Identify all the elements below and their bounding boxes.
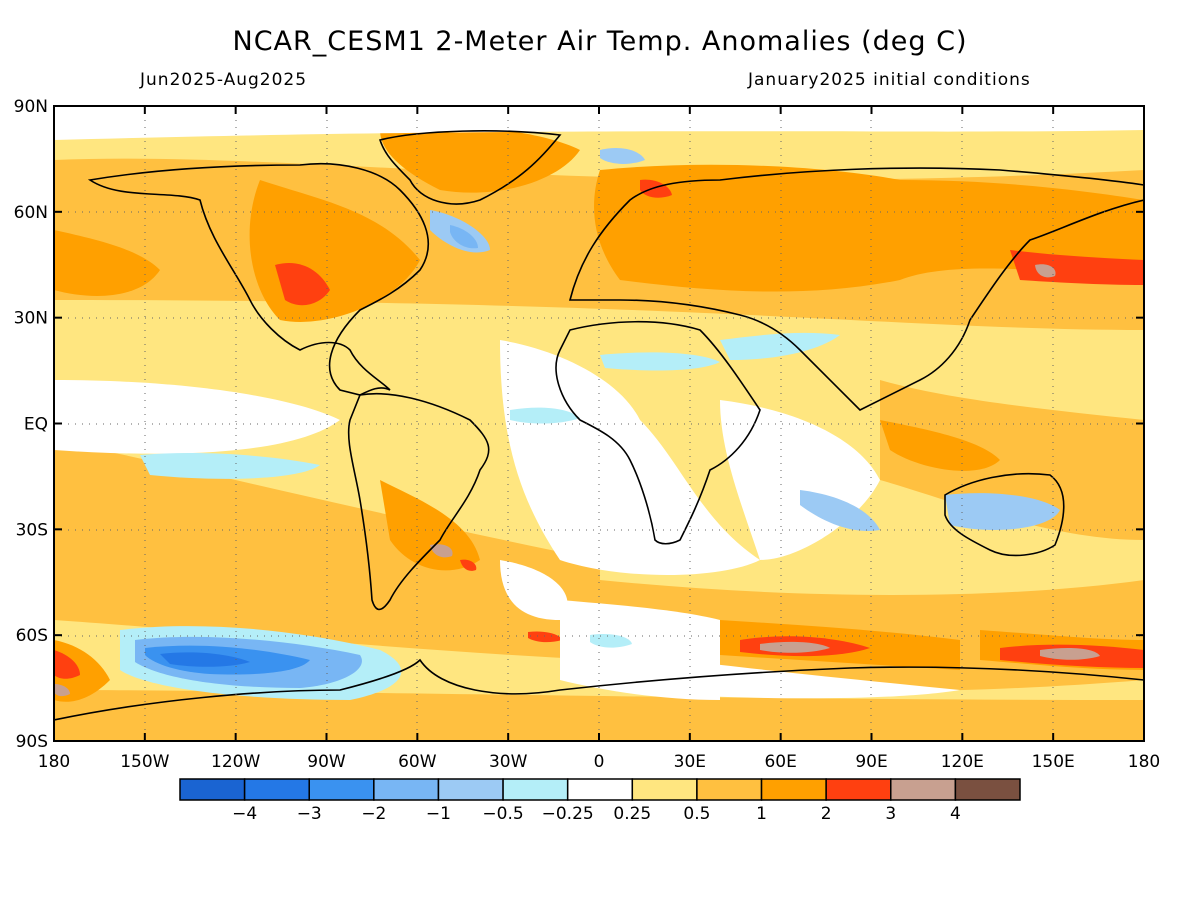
colorbar-swatch [954, 778, 1021, 801]
colorbar-label: −3 [297, 804, 322, 824]
colorbar-swatch [566, 778, 634, 801]
colorbar-label: 1 [756, 804, 767, 824]
y-tick-label: 60N [14, 203, 48, 223]
colorbar-swatch [696, 778, 763, 801]
colorbar-label: 2 [821, 804, 832, 824]
forecast-period: Jun2025-Aug2025 [140, 70, 308, 90]
x-tick-label: 150E [1032, 752, 1075, 772]
grid-lines [54, 106, 1144, 741]
colorbar-swatch [631, 778, 698, 801]
x-tick-label: 60W [398, 752, 437, 772]
colorbar-label: 0.5 [683, 804, 710, 824]
y-tick-label: 30N [14, 309, 48, 329]
colorbar-label: −0.25 [542, 804, 594, 824]
colorbar-swatch [825, 778, 892, 801]
colorbar-swatch [437, 778, 504, 801]
x-tick-label: 120E [941, 752, 984, 772]
x-tick-label: 150W [120, 752, 169, 772]
y-tick-label: 30S [16, 520, 48, 540]
y-tick-label: 60S [16, 626, 48, 646]
colorbar-label: 4 [950, 804, 961, 824]
y-axis-ticks: 90N 60N 30N EQ 30S 60S 90S [14, 97, 1144, 752]
colorbar-swatch [308, 778, 375, 801]
x-tick-label: 30W [489, 752, 528, 772]
colorbar-swatch [373, 778, 440, 801]
colorbar-label: 3 [885, 804, 896, 824]
x-tick-label: 180 [38, 752, 70, 772]
colorbar-swatch [890, 778, 957, 801]
x-tick-label: 180 [1128, 752, 1160, 772]
x-tick-label: 0 [594, 752, 605, 772]
y-tick-label: 90S [16, 732, 48, 752]
x-tick-label: 90W [307, 752, 346, 772]
initial-conditions: January2025 initial conditions [748, 70, 1031, 90]
colorbar-label: −2 [361, 804, 386, 824]
colorbar: −4 −3 −2 −1 −0.5 −0.25 0.25 0.5 1 2 3 4 [179, 778, 1021, 824]
x-axis-ticks: 180 150W 120W 90W 60W 30W 0 30E 60E 90E 120E 150E 18… [38, 106, 1160, 772]
colorbar-label: −0.5 [482, 804, 523, 824]
colorbar-swatch [243, 778, 310, 801]
x-tick-label: 120W [211, 752, 260, 772]
colorbar-swatch [760, 778, 827, 801]
colorbar-label: 0.25 [613, 804, 651, 824]
x-tick-label: 30E [674, 752, 706, 772]
colorbar-swatch [502, 778, 569, 801]
map-title: NCAR_CESM1 2-Meter Air Temp. Anomalies (… [232, 26, 968, 57]
y-tick-label: 90N [14, 97, 48, 117]
y-tick-label: EQ [24, 415, 48, 435]
colorbar-swatch [179, 778, 246, 801]
coastlines [54, 130, 1144, 721]
colorbar-label: −1 [426, 804, 451, 824]
colorbar-label: −4 [232, 804, 257, 824]
x-tick-label: 90E [855, 752, 887, 772]
x-tick-label: 60E [764, 752, 796, 772]
